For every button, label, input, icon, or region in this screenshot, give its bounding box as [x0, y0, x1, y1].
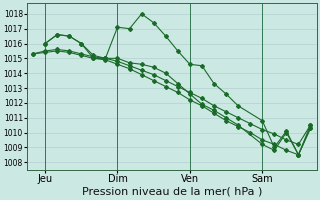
- X-axis label: Pression niveau de la mer( hPa ): Pression niveau de la mer( hPa ): [82, 187, 262, 197]
